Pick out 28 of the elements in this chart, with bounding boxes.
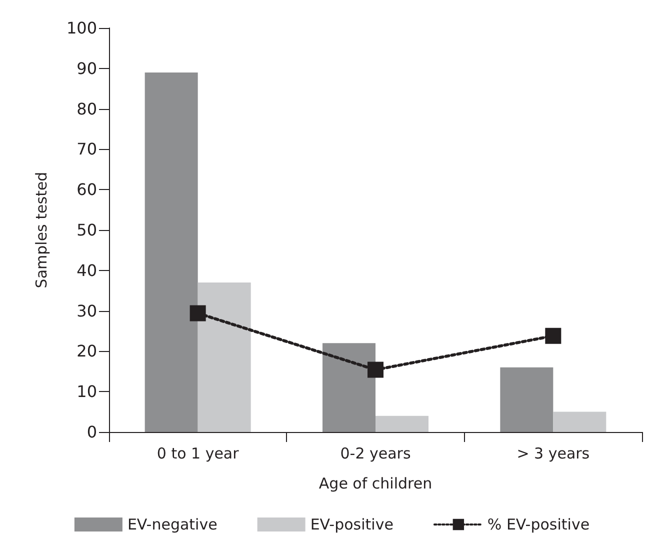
legend-label: EV-negative bbox=[127, 516, 218, 534]
y-tick-label: 70 bbox=[76, 140, 97, 159]
y-tick-label: 80 bbox=[76, 99, 97, 118]
x-tick-label: 0 to 1 year bbox=[156, 444, 240, 462]
y-tick-label: 10 bbox=[76, 382, 97, 402]
bar bbox=[500, 367, 554, 432]
y-tick-label: 60 bbox=[76, 180, 97, 200]
bar bbox=[322, 343, 376, 432]
point bbox=[190, 305, 206, 322]
point bbox=[368, 362, 384, 378]
legend-label: EV-positive bbox=[310, 516, 394, 534]
y-tick-label: 50 bbox=[76, 220, 97, 240]
x-axis-title: Age of children bbox=[318, 474, 432, 492]
legend-label: % EV-positive bbox=[487, 516, 590, 534]
y-tick-label: 20 bbox=[76, 342, 97, 361]
y-axis-title: Samples tested bbox=[32, 172, 50, 288]
y-tick-label: 30 bbox=[76, 301, 97, 320]
x-tick-label: > 3 years bbox=[516, 444, 590, 462]
x-tick-label: 0-2 years bbox=[340, 444, 411, 462]
bar bbox=[198, 282, 251, 432]
y-tick-label: 100 bbox=[66, 18, 97, 38]
y-tick-label: 90 bbox=[76, 58, 97, 78]
y-tick-label: 0 bbox=[86, 422, 97, 442]
bar bbox=[144, 72, 198, 432]
bar bbox=[376, 416, 428, 432]
y-tick-label: 40 bbox=[76, 260, 97, 280]
bar bbox=[553, 412, 606, 432]
point bbox=[545, 328, 562, 344]
